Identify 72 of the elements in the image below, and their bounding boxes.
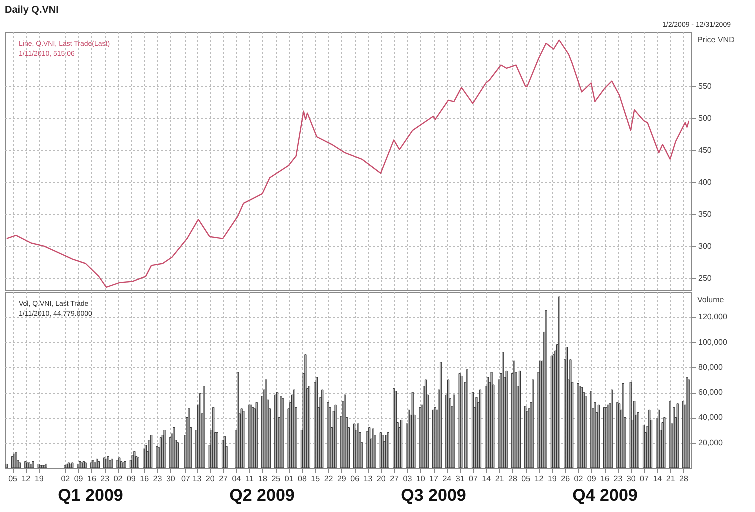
text: Q3 2009 [401, 486, 466, 505]
x-tick-label: 13 [364, 474, 374, 484]
y-axis-title: Volume [698, 296, 725, 304]
x-tick-label: 16 [140, 474, 150, 484]
y-tick-label: 120,000 [698, 312, 728, 322]
x-tick-label: 02 [61, 474, 71, 484]
x-tick-label: 31 [456, 474, 466, 484]
x-tick-label: 04 [232, 474, 242, 484]
x-tick-label: 24 [442, 474, 452, 484]
x-tick-label: 15 [311, 474, 321, 484]
x-tick-label: 07 [181, 474, 191, 484]
x-tick-label: 29 [337, 474, 347, 484]
x-tick-label: 02 [574, 474, 584, 484]
x-tick-label: 01 [284, 474, 294, 484]
text: Q1 2009 [58, 486, 124, 505]
x-tick-label: 20 [376, 474, 386, 484]
x-tick-label: 30 [626, 474, 636, 484]
x-tick-label: 28 [508, 474, 518, 484]
x-tick-label: 19 [34, 474, 44, 484]
y-tick-label: 80,000 [698, 362, 724, 372]
x-tick-label: 14 [653, 474, 663, 484]
x-tick-label: 28 [680, 474, 689, 484]
x-tick-label: 27 [219, 474, 229, 484]
y-axis-title: Price VND [698, 36, 736, 44]
x-tick-label: 08 [298, 474, 308, 484]
x-tick-label: 22 [324, 474, 334, 484]
x-tick-label: 25 [272, 474, 282, 484]
x-tick-label: 17 [430, 474, 440, 484]
x-tick-label: 11 [246, 474, 255, 484]
x-tick-label: 12 [22, 474, 32, 484]
x-tick-label: 20 [206, 474, 216, 484]
x-tick-label: 16 [88, 474, 97, 484]
x-tick-label: 05 [8, 474, 18, 484]
x-tick-label: 13 [192, 474, 202, 484]
x-tick-label: 03 [403, 474, 413, 484]
x-tick-label: 07 [640, 474, 650, 484]
x-tick-label: 23 [153, 474, 163, 484]
x-tick-label: 07 [469, 474, 478, 484]
y-tick-label: 450 [698, 146, 712, 155]
x-tick-label: 10 [416, 474, 426, 484]
y-tick-label: 60,000 [698, 388, 724, 398]
y-tick-label: 500 [698, 114, 712, 123]
x-tick-label: 05 [522, 474, 532, 484]
y-tick-label: 350 [698, 210, 712, 219]
x-tick-label: 26 [561, 474, 571, 484]
x-tick-label: 27 [390, 474, 400, 484]
x-tick-label: 21 [495, 474, 505, 484]
x-tick-label: 16 [600, 474, 610, 484]
text: Q2 2009 [230, 486, 295, 505]
x-tick-label: 21 [666, 474, 676, 484]
x-tick-label: 23 [614, 474, 624, 484]
chart-title: Daily Q.VNI [5, 5, 60, 16]
x-tick-label: 09 [587, 474, 597, 484]
x-tick-label: 19 [548, 474, 558, 484]
x-tick-label: 14 [482, 474, 492, 484]
x-tick-label: 23 [100, 474, 110, 484]
x-tick-label: 12 [534, 474, 544, 484]
x-tick-label: 09 [126, 474, 136, 484]
y-tick-label: 250 [698, 274, 712, 283]
x-tick-label: 18 [258, 474, 268, 484]
line-series [6, 40, 690, 288]
x-tick-label: 02 [114, 474, 124, 484]
text: Q4 2009 [572, 486, 638, 505]
y-tick-label: 400 [698, 178, 712, 187]
y-tick-label: 20,000 [698, 438, 724, 448]
y-tick-label: 100,000 [698, 338, 728, 347]
x-tick-label: 09 [74, 474, 84, 484]
y-tick-label: 40,000 [698, 413, 724, 422]
x-tick-label: 30 [166, 474, 176, 484]
x-tick-label: 06 [350, 474, 360, 484]
y-tick-label: 550 [698, 82, 712, 91]
y-tick-label: 300 [698, 242, 712, 251]
